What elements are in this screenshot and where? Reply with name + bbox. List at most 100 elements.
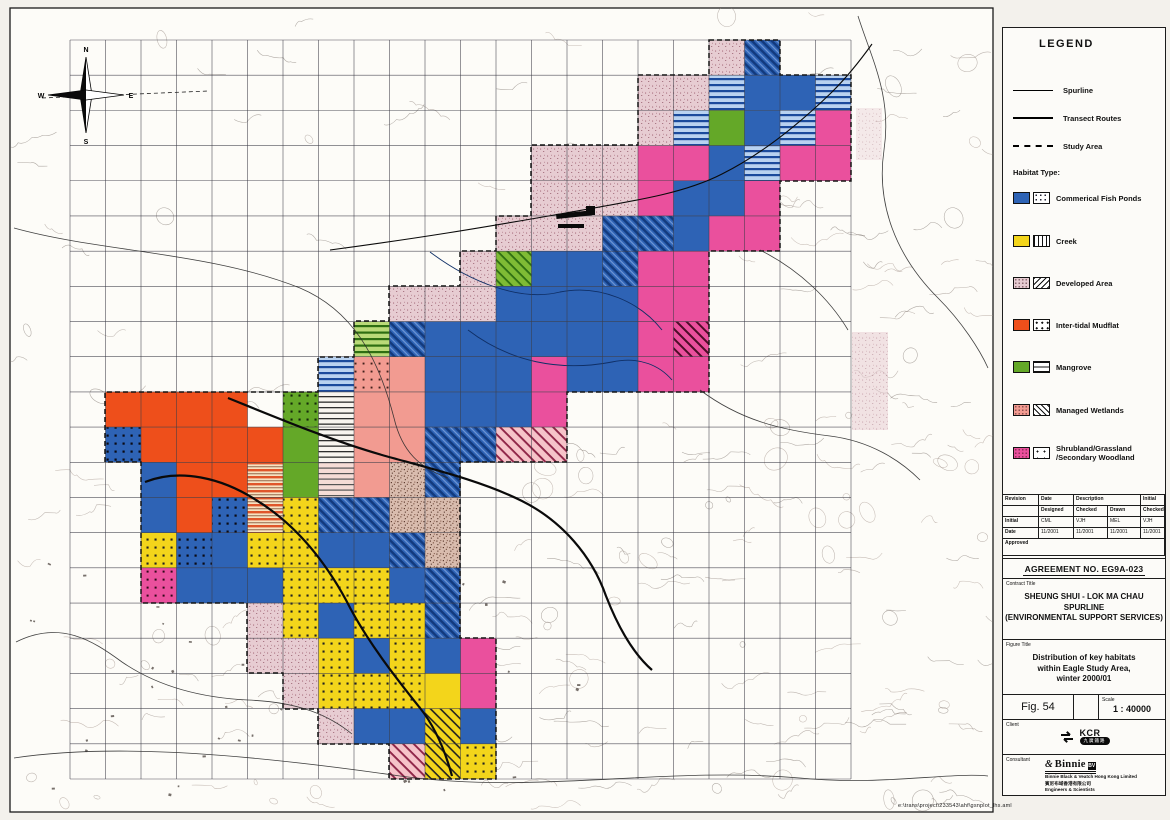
survey-grid <box>69 39 852 780</box>
legend-line-label: Spurline <box>1063 85 1094 95</box>
habitat-cell <box>744 180 780 216</box>
legend-line-label: Study Area <box>1063 141 1103 151</box>
habitat-pattern-swatch <box>1033 277 1050 289</box>
habitat-cell <box>638 251 674 287</box>
consultant-text-line: 賓尼布域香港有限公司 <box>1045 780 1091 786</box>
habitat-cell <box>709 180 745 216</box>
habitat-cell <box>567 321 603 357</box>
contract-title-line: SPURLINE <box>1063 602 1105 612</box>
habitat-cell <box>318 391 354 428</box>
habitat-pattern-swatch <box>1033 319 1050 331</box>
fig-scale-row: Fig. 54 Scale 1 : 40000 <box>1002 694 1166 720</box>
habitat-cell <box>389 391 425 428</box>
figure-title-line: within Eagle Study Area, <box>1037 663 1131 673</box>
compass-letter: S <box>84 139 89 146</box>
kcr-arrows-icon <box>1060 731 1073 743</box>
legend-habitat-item: Creek <box>1013 235 1077 247</box>
binnie-logo-text: Binnie <box>1054 759 1086 770</box>
habitat-pattern-swatch <box>1033 404 1050 416</box>
revision-table-cell: Approved <box>1003 539 1165 556</box>
transect-route <box>227 396 653 671</box>
habitat-cell <box>460 286 496 322</box>
habitat-cell <box>354 532 390 568</box>
habitat-cell <box>318 567 354 604</box>
habitat-cell <box>638 110 674 146</box>
habitat-cell <box>318 638 354 674</box>
habitat-cell <box>212 391 248 428</box>
habitat-cell <box>318 497 354 533</box>
habitat-cell <box>531 391 567 428</box>
habitat-cell <box>425 497 461 533</box>
habitat-cell <box>354 356 390 392</box>
habitat-cell <box>141 427 177 463</box>
spurline <box>329 43 873 251</box>
habitat-label: Inter-tidal Mudflat <box>1056 320 1119 330</box>
revision-table-cell: 11/2001 <box>1074 528 1108 539</box>
habitat-cell <box>567 251 603 287</box>
habitat-cell <box>247 638 283 674</box>
legend-title: LEGEND <box>1039 38 1094 50</box>
contract-title-line: SHEUNG SHUI - LOK MA CHAU <box>1024 592 1144 601</box>
habitat-cell <box>567 356 603 392</box>
legend-habitat-item: Developed Area <box>1013 277 1112 289</box>
habitat-cell <box>531 145 567 181</box>
habitat-cell <box>673 145 709 181</box>
habitat-color-swatch <box>1013 447 1030 459</box>
kcr-logo-cjk: 九廣鐵路 <box>1079 737 1110 745</box>
habitat-cell <box>176 567 212 604</box>
habitat-cell <box>815 145 851 181</box>
habitat-cell <box>389 427 425 463</box>
consultant-text-line: Binnie Black & Veatch Hong Kong Limited <box>1045 774 1137 779</box>
habitat-cell <box>354 391 390 428</box>
habitat-cell <box>531 356 567 392</box>
habitat-cell <box>780 75 816 111</box>
habitat-cell <box>531 321 567 357</box>
habitat-cell <box>141 462 177 498</box>
figure-number: Fig. 54 <box>1003 695 1074 719</box>
habitat-cell <box>247 427 283 463</box>
figure-title-box: Figure Title Distribution of key habitat… <box>1002 639 1166 695</box>
revision-table-cell: Date <box>1003 528 1039 539</box>
habitat-cell <box>673 75 709 111</box>
habitat-color-swatch <box>1013 404 1030 416</box>
habitat-cell <box>460 251 496 287</box>
habitat-cell <box>212 567 248 604</box>
kcr-logo-text: KCR <box>1079 728 1101 738</box>
habitat-cell <box>460 427 496 463</box>
habitat-cell <box>460 321 496 357</box>
bv-logo-icon: BV <box>1087 762 1096 770</box>
legend-line-item: Transect Routes <box>1013 112 1121 124</box>
habitat-color-swatch <box>1013 235 1030 247</box>
habitat-cell <box>673 110 709 146</box>
habitat-cell <box>815 110 851 146</box>
revision-table-cell: Checked <box>1141 506 1165 517</box>
figure-title-label: Figure Title <box>1006 642 1031 648</box>
study-area-boundary <box>104 39 852 780</box>
habitat-cell <box>176 427 212 463</box>
habitat-cell <box>496 356 532 392</box>
habitat-cell <box>425 321 461 357</box>
habitat-label: Shrubland/Grassland /Secondary Woodland <box>1056 444 1135 462</box>
consultant-label: Consultant <box>1006 757 1030 763</box>
habitat-cell <box>567 145 603 181</box>
habitat-cell <box>318 356 354 392</box>
habitat-cell <box>673 215 709 252</box>
habitat-cell <box>709 145 745 181</box>
habitat-cell <box>460 743 496 779</box>
habitat-cell <box>389 462 425 498</box>
consultant-text-line: Engineers & Scientists <box>1045 787 1095 792</box>
agreement-number: AGREEMENT NO. EG9A-023 <box>1022 564 1146 576</box>
habitat-cell <box>602 215 638 252</box>
revision-table: Revision Date Description Initial Designed Ch… <box>1002 494 1166 559</box>
habitat-cell <box>247 462 283 498</box>
habitat-cell <box>638 215 674 252</box>
figure-title-line: Distribution of key habitats <box>1032 653 1136 662</box>
legend-habitat-item: Commerical Fish Ponds <box>1013 192 1141 204</box>
habitat-cell <box>567 286 603 322</box>
habitat-cell <box>531 251 567 287</box>
revision-table-cell: 11/2001 <box>1108 528 1141 539</box>
binnie-logo-amp: & <box>1045 759 1053 770</box>
revision-table-cell: Drawn <box>1108 506 1141 517</box>
